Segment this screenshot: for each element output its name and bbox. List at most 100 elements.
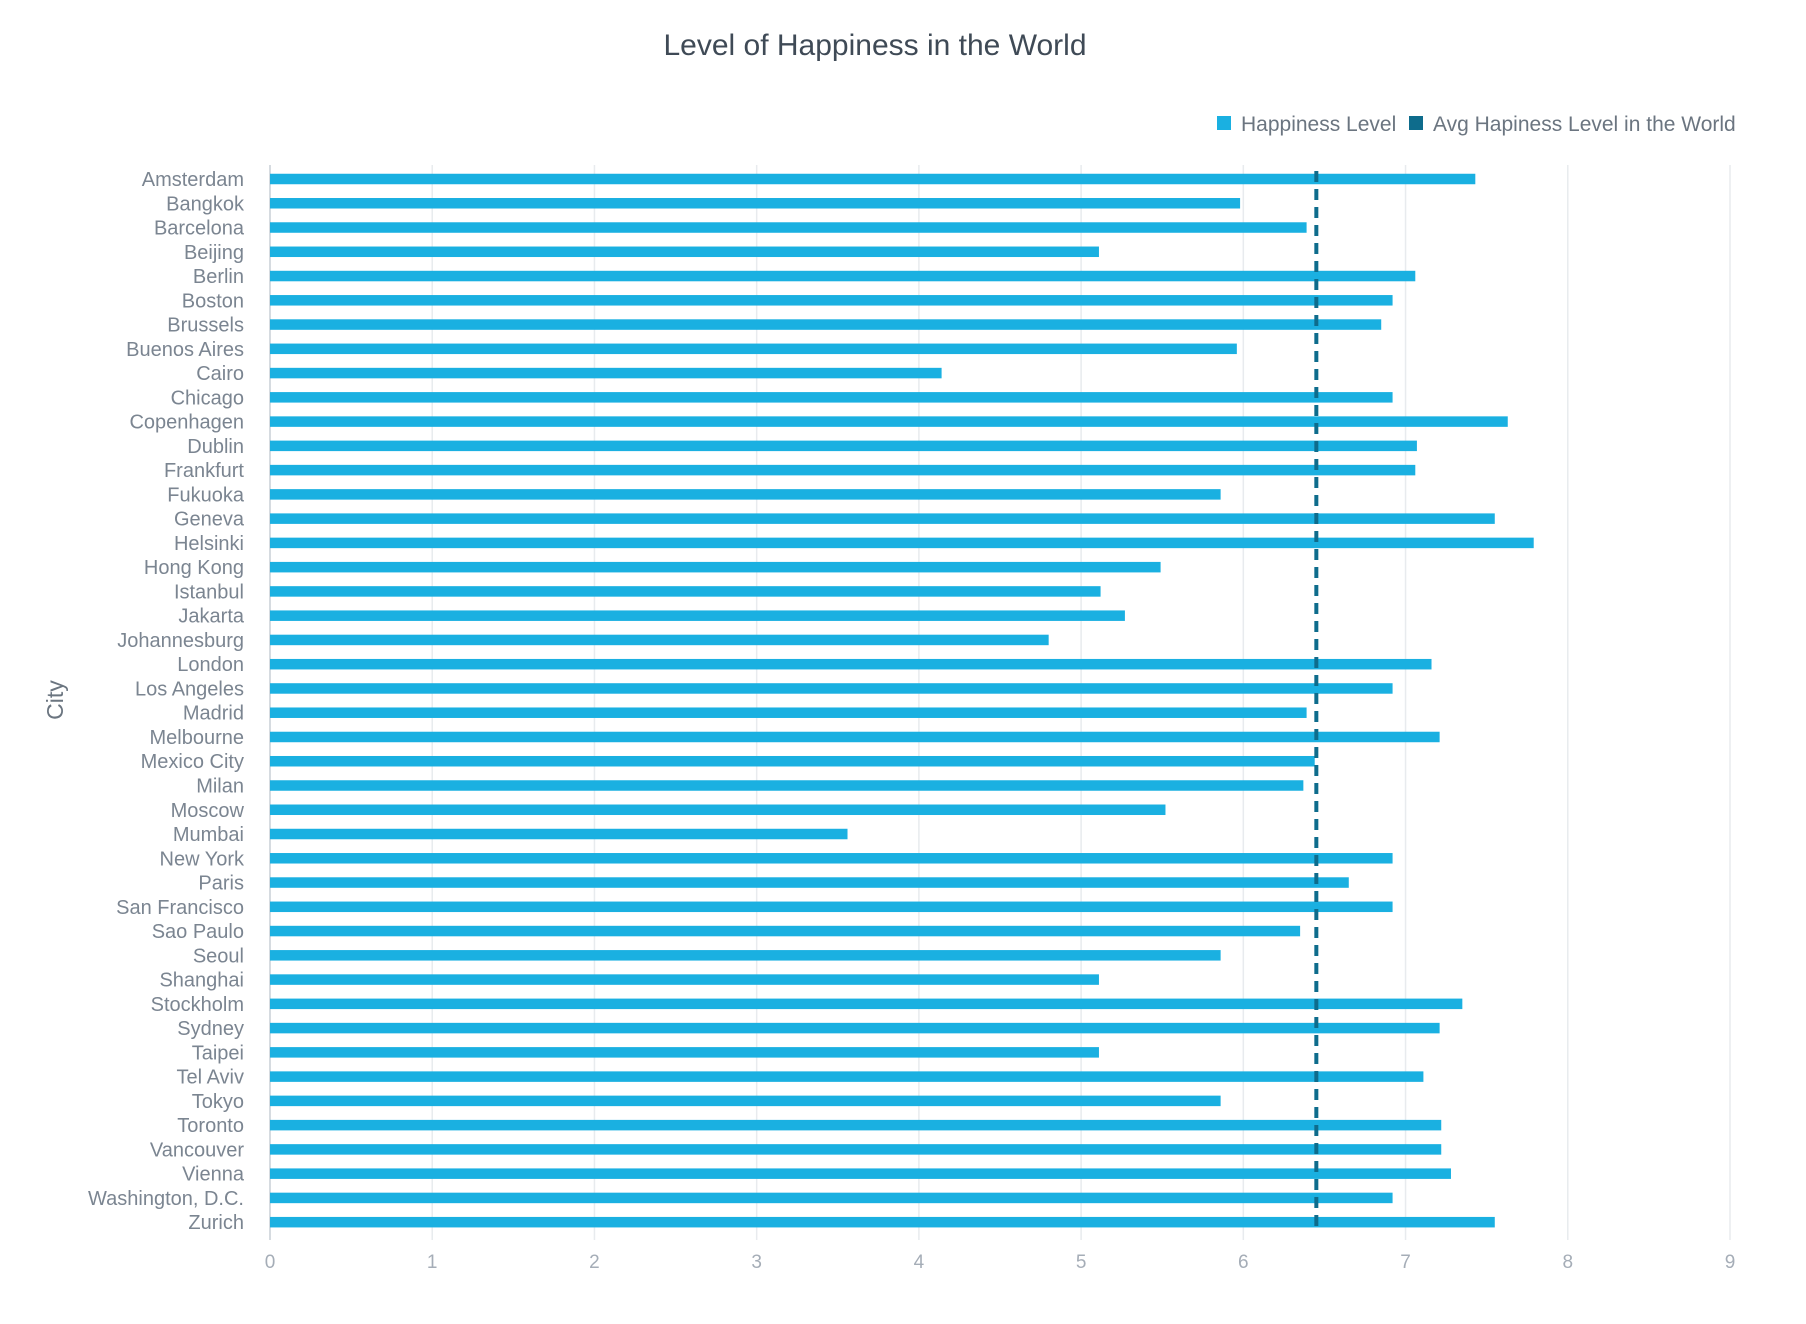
bar-boston[interactable] bbox=[270, 295, 1393, 306]
x-tick-label-5: 5 bbox=[1076, 1252, 1087, 1273]
x-tick-label-1: 1 bbox=[427, 1252, 438, 1273]
category-label-london: London bbox=[177, 654, 244, 676]
category-label-vienna: Vienna bbox=[182, 1164, 245, 1186]
legend-label-avg-happiness: Avg Hapiness Level in the World bbox=[1433, 113, 1736, 136]
bar-tel-aviv[interactable] bbox=[270, 1071, 1424, 1082]
category-label-zurich: Zurich bbox=[188, 1212, 244, 1234]
category-label-toronto: Toronto bbox=[177, 1115, 244, 1137]
bar-brussels[interactable] bbox=[270, 319, 1382, 330]
category-label-hong-kong: Hong Kong bbox=[144, 557, 244, 579]
bar-vienna[interactable] bbox=[270, 1168, 1451, 1179]
category-label-taipei: Taipei bbox=[192, 1042, 244, 1064]
bar-london[interactable] bbox=[270, 658, 1432, 670]
x-tick-label-2: 2 bbox=[589, 1252, 600, 1273]
bar-dublin[interactable] bbox=[270, 440, 1417, 452]
bar-san-francisco[interactable] bbox=[270, 901, 1393, 913]
bar-stockholm[interactable] bbox=[270, 998, 1463, 1010]
category-label-sydney: Sydney bbox=[177, 1018, 244, 1040]
category-label-berlin: Berlin bbox=[193, 266, 244, 288]
legend-swatch-happiness-level bbox=[1217, 116, 1231, 130]
category-label-stockholm: Stockholm bbox=[151, 994, 244, 1016]
category-label-vancouver: Vancouver bbox=[150, 1139, 244, 1161]
x-tick-label-4: 4 bbox=[914, 1252, 925, 1273]
bar-moscow[interactable] bbox=[270, 804, 1166, 816]
x-tick-label-7: 7 bbox=[1400, 1252, 1411, 1273]
category-label-brussels: Brussels bbox=[167, 315, 244, 337]
bar-helsinki[interactable] bbox=[270, 537, 1534, 549]
category-label-amsterdam: Amsterdam bbox=[142, 169, 244, 191]
category-label-tokyo: Tokyo bbox=[192, 1091, 244, 1113]
bar-chicago[interactable] bbox=[270, 392, 1393, 403]
category-label-new-york: New York bbox=[160, 848, 245, 870]
bar-milan[interactable] bbox=[270, 780, 1304, 791]
category-label-madrid: Madrid bbox=[183, 703, 244, 725]
x-tick-label-8: 8 bbox=[1562, 1252, 1573, 1273]
x-tick-label-9: 9 bbox=[1725, 1252, 1736, 1273]
bar-los-angeles[interactable] bbox=[270, 683, 1393, 694]
bar-taipei[interactable] bbox=[270, 1047, 1099, 1058]
bar-frankfurt[interactable] bbox=[270, 464, 1416, 476]
bar-shanghai[interactable] bbox=[270, 974, 1099, 985]
category-label-seoul: Seoul bbox=[193, 945, 244, 967]
bar-fukuoka[interactable] bbox=[270, 489, 1221, 500]
category-label-istanbul: Istanbul bbox=[174, 581, 244, 603]
category-label-bangkok: Bangkok bbox=[166, 193, 245, 215]
bar-berlin[interactable] bbox=[270, 270, 1416, 282]
bar-melbourne[interactable] bbox=[270, 731, 1440, 743]
bar-sao-paulo[interactable] bbox=[270, 925, 1301, 937]
bar-barcelona[interactable] bbox=[270, 222, 1307, 233]
bar-paris[interactable] bbox=[270, 877, 1349, 888]
bar-mumbai[interactable] bbox=[270, 828, 848, 840]
bar-sydney[interactable] bbox=[270, 1022, 1440, 1034]
category-label-beijing: Beijing bbox=[184, 242, 244, 264]
bar-tokyo[interactable] bbox=[270, 1095, 1221, 1107]
category-label-melbourne: Melbourne bbox=[149, 727, 244, 749]
chart-title: Level of Happiness in the World bbox=[663, 29, 1086, 62]
x-tick-labels: 0 1 2 3 4 5 6 7 8 9 bbox=[265, 1252, 1736, 1273]
x-tick-label-0: 0 bbox=[265, 1252, 276, 1273]
category-label-moscow: Moscow bbox=[171, 800, 245, 822]
bar-vancouver[interactable] bbox=[270, 1144, 1442, 1155]
bar-mexico-city[interactable] bbox=[270, 755, 1315, 767]
y-axis-title: City bbox=[42, 680, 68, 720]
x-tick-label-6: 6 bbox=[1238, 1252, 1249, 1273]
bar-beijing[interactable] bbox=[270, 246, 1099, 258]
category-label-milan: Milan bbox=[196, 776, 244, 798]
bar-istanbul[interactable] bbox=[270, 586, 1101, 597]
bar-cairo[interactable] bbox=[270, 367, 942, 379]
category-label-johannesburg: Johannesburg bbox=[117, 630, 244, 652]
category-label-sao-paulo: Sao Paulo bbox=[152, 921, 244, 943]
legend-swatch-avg-happiness bbox=[1409, 116, 1423, 130]
bar-geneva[interactable] bbox=[270, 513, 1495, 524]
legend-item-happiness-level[interactable]: Happiness Level bbox=[1217, 113, 1396, 136]
category-label-mumbai: Mumbai bbox=[173, 824, 244, 846]
bar-new-york[interactable] bbox=[270, 853, 1393, 864]
legend[interactable]: Happiness Level Avg Hapiness Level in th… bbox=[1217, 113, 1736, 136]
x-tick-label-3: 3 bbox=[751, 1252, 762, 1273]
legend-item-avg-happiness[interactable]: Avg Hapiness Level in the World bbox=[1409, 113, 1736, 136]
bar-hong-kong[interactable] bbox=[270, 561, 1161, 573]
bar-buenos-aires[interactable] bbox=[270, 343, 1237, 355]
category-label-helsinki: Helsinki bbox=[174, 533, 244, 555]
category-label-copenhagen: Copenhagen bbox=[129, 412, 244, 434]
bar-bangkok[interactable] bbox=[270, 198, 1241, 209]
bar-washington-d-c[interactable] bbox=[270, 1192, 1393, 1204]
bar-jakarta[interactable] bbox=[270, 610, 1125, 621]
bar-toronto[interactable] bbox=[270, 1119, 1442, 1131]
category-label-cairo: Cairo bbox=[196, 363, 244, 385]
bar-madrid[interactable] bbox=[270, 707, 1307, 718]
category-label-shanghai: Shanghai bbox=[159, 970, 244, 992]
category-label-tel-aviv: Tel Aviv bbox=[177, 1067, 244, 1089]
category-label-geneva: Geneva bbox=[174, 509, 245, 531]
bar-johannesburg[interactable] bbox=[270, 634, 1049, 646]
bar-copenhagen[interactable] bbox=[270, 416, 1508, 427]
category-label-buenos-aires: Buenos Aires bbox=[126, 339, 244, 361]
bar-zurich[interactable] bbox=[270, 1216, 1495, 1228]
category-label-boston: Boston bbox=[182, 290, 244, 312]
category-label-barcelona: Barcelona bbox=[154, 218, 245, 240]
bars bbox=[270, 173, 1534, 1228]
bar-seoul[interactable] bbox=[270, 950, 1221, 961]
bar-amsterdam[interactable] bbox=[270, 173, 1476, 185]
